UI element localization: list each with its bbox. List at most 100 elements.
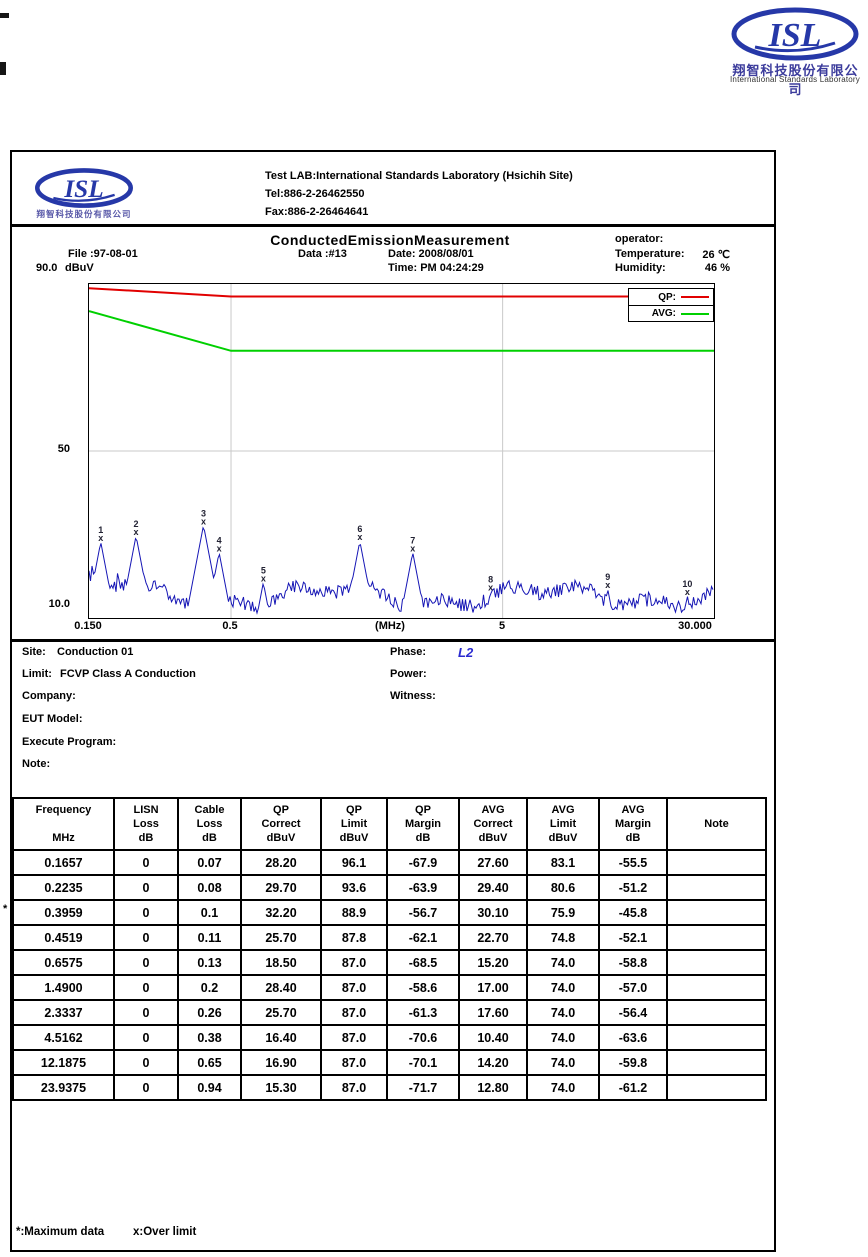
witness-label: Witness:	[390, 690, 436, 702]
table-row: 4.5162 0 0.38 16.40 87.0 -70.6 10.40 74.0 -63.6	[12, 1024, 767, 1051]
logo-ellipse	[731, 7, 859, 61]
table-cell: -56.4	[598, 999, 668, 1026]
table-cell: 17.60	[458, 999, 528, 1026]
peak-number: 2	[134, 519, 139, 529]
table-cell: 0.94	[177, 1074, 242, 1101]
isl-logo: ISL	[731, 7, 859, 61]
header-divider	[11, 224, 775, 227]
logo-swoosh	[754, 41, 836, 53]
humidity-value: 46 %	[704, 262, 730, 274]
over-limit-marker: x	[357, 532, 362, 542]
table-cell: -70.6	[386, 1024, 460, 1051]
table-cell	[666, 849, 767, 876]
frequency-cell: 12.1875	[12, 1049, 115, 1076]
table-cell: 87.0	[320, 999, 388, 1026]
table-cell: -61.3	[386, 999, 460, 1026]
table-header-cell: Frequency MHz	[12, 797, 115, 851]
table-cell: 74.0	[526, 974, 600, 1001]
peak-number: 1	[98, 525, 103, 535]
table-cell: 93.6	[320, 874, 388, 901]
table-cell: -70.1	[386, 1049, 460, 1076]
x-tick-5: 5	[498, 620, 506, 632]
table-cell: -61.2	[598, 1074, 668, 1101]
y-axis-min-label: 10.0	[48, 598, 70, 610]
table-cell: 0.1	[177, 899, 242, 926]
humidity-label: Humidity:	[615, 262, 666, 274]
table-cell: -63.6	[598, 1024, 668, 1051]
table-cell: 0	[113, 899, 179, 926]
x-tick-30000: 30.000	[678, 620, 712, 632]
table-cell	[666, 974, 767, 1001]
peak-number: 7	[410, 535, 415, 545]
table-cell: 12.80	[458, 1074, 528, 1101]
table-cell: 22.70	[458, 924, 528, 951]
phase-label: Phase:	[390, 646, 427, 658]
over-limit-marker: x	[134, 527, 139, 537]
brand-company-en: International Standards Laboratory	[730, 75, 860, 84]
power-label: Power:	[390, 668, 427, 680]
table-cell: 87.0	[320, 1049, 388, 1076]
frequency-cell: 2.3337	[12, 999, 115, 1026]
table-cell: 15.30	[240, 1074, 322, 1101]
table-cell: 87.0	[320, 949, 388, 976]
table-cell: 87.0	[320, 974, 388, 1001]
temperature-label: Temperature:	[615, 248, 685, 260]
logo-swoosh	[53, 193, 115, 202]
frequency-cell: 1.4900	[12, 974, 115, 1001]
peak-number: 4	[217, 535, 222, 545]
table-cell: 0	[113, 949, 179, 976]
over-limit-marker: x	[217, 543, 222, 553]
table-cell	[666, 1049, 767, 1076]
table-row: 1.4900 0 0.2 28.40 87.0 -58.6 17.00 74.0 -57.0	[12, 974, 767, 1001]
table-cell: 25.70	[240, 999, 322, 1026]
table-cell: 29.70	[240, 874, 322, 901]
table-cell: 74.8	[526, 924, 600, 951]
table-header-cell: AVG Correct dBuV	[458, 797, 528, 851]
limit-value: FCVP Class A Conduction	[60, 668, 196, 680]
table-cell: 87.0	[320, 1024, 388, 1051]
legend-avg-label: AVG:	[651, 308, 676, 319]
table-cell: -71.7	[386, 1074, 460, 1101]
table-row: * 0.3959 0 0.1 32.20 88.9 -56.7 30.10 75.9 -45.8	[3, 899, 767, 926]
time-label: Time: PM 04:24:29	[388, 262, 484, 274]
header-company-zh: 翔智科技股份有限公司	[36, 209, 132, 219]
x-tick-05: 0.5	[222, 620, 238, 632]
table-cell: -52.1	[598, 924, 668, 951]
table-cell: 74.0	[526, 1024, 600, 1051]
qp-limit-line	[88, 287, 714, 298]
frequency-cell: 4.5162	[12, 1024, 115, 1051]
y-axis-max-label: 90.0	[36, 262, 58, 274]
execute-program-label: Execute Program:	[22, 736, 117, 748]
frequency-cell: 0.2235	[12, 874, 115, 901]
avg-limit-line	[88, 310, 714, 352]
over-limit-marker: x	[410, 543, 415, 553]
legend-item-avg: AVG:	[629, 305, 713, 321]
brand-company-zh: 翔智科技股份有限公司	[732, 63, 859, 97]
frequency-cell: 23.9375	[12, 1074, 115, 1101]
lab-tel-line: Tel:886-2-26462550	[265, 188, 365, 200]
table-cell	[666, 1074, 767, 1101]
table-cell: 16.40	[240, 1024, 322, 1051]
table-header-cell: QP Margin dB	[386, 797, 460, 851]
table-cell: 88.9	[320, 899, 388, 926]
table-row: 12.1875 0 0.65 16.90 87.0 -70.1 14.20 74.0 -59.8	[12, 1049, 767, 1076]
peak-number: 5	[261, 566, 266, 576]
table-header-cell: Note	[666, 797, 767, 851]
table-cell: -68.5	[386, 949, 460, 976]
table-cell: 28.20	[240, 849, 322, 876]
table-row: 23.9375 0 0.94 15.30 87.0 -71.7 12.80 74.0 -61.2	[12, 1074, 767, 1101]
table-header-cell: QP Correct dBuV	[240, 797, 322, 851]
table-cell: 0.08	[177, 874, 242, 901]
operator-label: operator:	[615, 233, 664, 245]
note-label: Note:	[22, 758, 51, 770]
limit-label: Limit:	[22, 668, 52, 680]
date-label: Date: 2008/08/01	[388, 248, 474, 260]
table-row: 0.2235 0 0.08 29.70 93.6 -63.9 29.40 80.6 -51.2	[12, 874, 767, 901]
table-cell: 0.2	[177, 974, 242, 1001]
report-title: ConductedEmissionMeasurement	[270, 232, 510, 248]
y-axis-unit-label: dBuV	[65, 262, 94, 274]
over-limit-marker: x	[261, 574, 266, 584]
table-cell: 87.8	[320, 924, 388, 951]
qp-line-sample	[681, 296, 709, 298]
table-cell: 83.1	[526, 849, 600, 876]
